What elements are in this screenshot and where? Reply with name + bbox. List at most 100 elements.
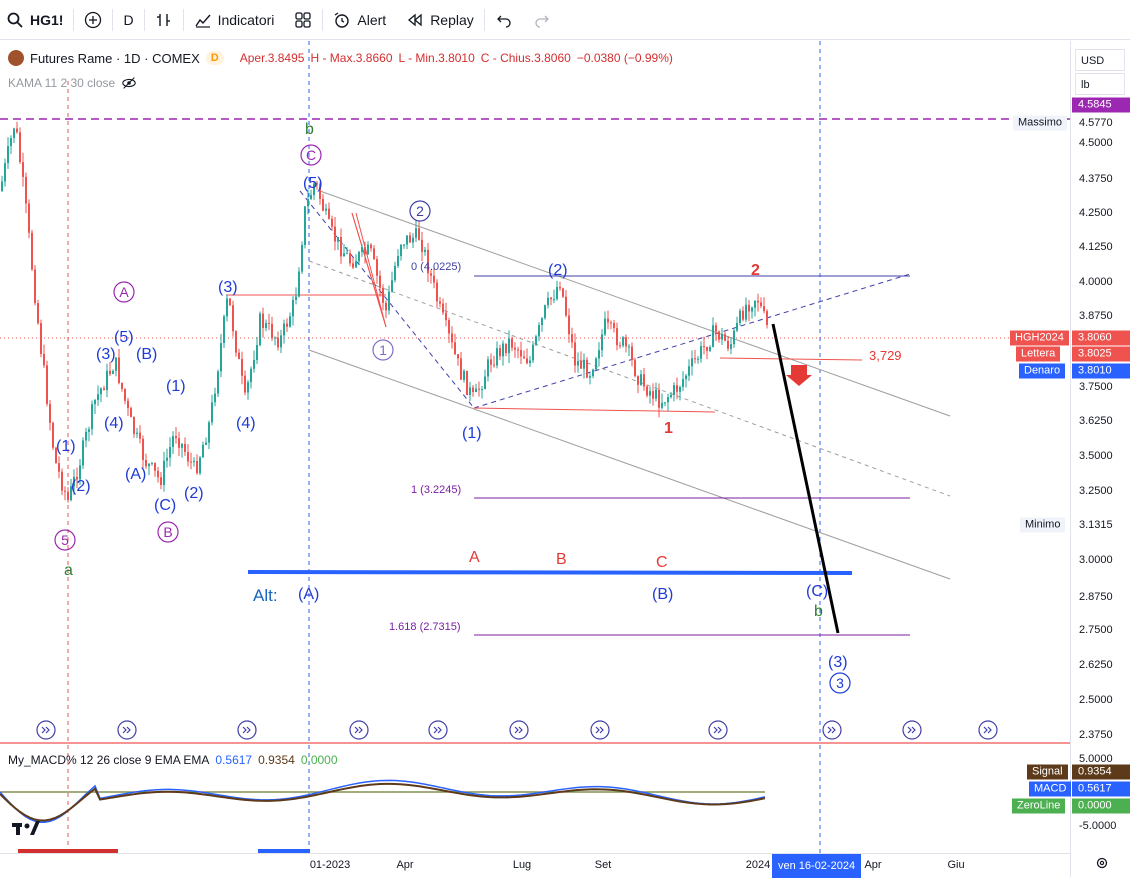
candle-body (718, 331, 720, 340)
candle-body (760, 302, 762, 307)
event-marker-icon[interactable] (237, 720, 257, 740)
candle-body (403, 244, 405, 246)
price-chart[interactable]: 0 (4.0225) 1 (3.2245) 1.618 (2.7315) 3,7… (0, 41, 1070, 853)
candle-body (298, 271, 300, 297)
candle-body (271, 323, 273, 339)
candle-body (427, 249, 429, 274)
candle-body (295, 296, 297, 300)
y-tick: 2.8750 (1079, 591, 1113, 603)
event-marker-icon[interactable] (117, 720, 137, 740)
interval-label: D (123, 11, 134, 28)
candle-body (637, 376, 639, 385)
candle-body (691, 358, 693, 367)
down-arrow-icon (786, 365, 812, 386)
event-marker-glyph (433, 726, 442, 734)
candle-body (409, 235, 411, 243)
layouts-button[interactable] (284, 0, 322, 40)
candle-body (187, 451, 189, 462)
candle-body (706, 346, 708, 351)
candle-body (226, 298, 228, 317)
event-marker-icon[interactable] (902, 720, 922, 740)
kama-label[interactable]: KAMA 11 2 30 close (8, 76, 116, 90)
candle-body (493, 364, 495, 366)
candle-body (568, 315, 570, 335)
candle-body (484, 376, 486, 390)
replay-button[interactable]: Replay (396, 0, 484, 40)
candle-body (310, 195, 312, 200)
candle-body (7, 146, 9, 164)
macd-tag: MACD (1029, 781, 1072, 797)
alert-button[interactable]: Alert (323, 0, 396, 40)
candle-body (175, 436, 177, 439)
indicators-button[interactable]: Indicatori (184, 0, 285, 40)
range-bar-red (18, 849, 118, 853)
settings-gear-icon[interactable] (1095, 856, 1109, 870)
event-marker-icon[interactable] (509, 720, 529, 740)
candle-body (229, 298, 231, 306)
candle-body (748, 304, 750, 312)
price-axis[interactable]: USD lb 4.5845 4.5770 4.5000 4.3750 4.250… (1070, 41, 1130, 877)
interval-badge: D (205, 51, 224, 65)
range-bar-blue (258, 849, 310, 853)
bars-icon (156, 13, 170, 26)
event-marker-icon[interactable] (428, 720, 448, 740)
candle-body (694, 358, 696, 360)
eye-hidden-icon[interactable] (121, 75, 137, 91)
zeroline-tag: ZeroLine (1012, 798, 1066, 814)
chart-type-button[interactable] (145, 0, 183, 40)
candle-body (730, 344, 732, 349)
divider (143, 8, 145, 31)
massimo-value: 4.5770 (1079, 117, 1113, 129)
wave-label-red: A (469, 549, 480, 566)
compare-button[interactable] (74, 0, 112, 40)
indicator-legend: KAMA 11 2 30 close (8, 75, 137, 91)
candle-body (433, 275, 435, 283)
macd-value-3: 0.0000 (300, 753, 338, 767)
y-tick: 3.0000 (1079, 554, 1113, 566)
candle-body (4, 163, 6, 182)
macd-label[interactable]: My_MACD% 12 26 close 9 EMA EMA (8, 753, 210, 767)
candle-body (688, 366, 690, 376)
x-tick: 2024 (745, 859, 771, 871)
interval-button[interactable]: D (113, 0, 143, 40)
candle-body (664, 402, 666, 404)
time-axis[interactable]: 01-2023 Apr Lug Set 2024 Apr Giu ven 16-… (0, 853, 1070, 878)
symbol-search[interactable]: HG1! (0, 0, 73, 40)
series-title[interactable]: Futures Rame · 1D · COMEX (30, 50, 200, 66)
candle-body (172, 436, 174, 447)
event-marker-icon[interactable] (822, 720, 842, 740)
indicators-label: Indicatori (217, 11, 275, 28)
unit-select[interactable]: lb (1075, 73, 1125, 95)
top-toolbar: HG1! D Indicatori Alert Replay (0, 0, 1130, 40)
candle-body (127, 400, 129, 409)
red-diag (351, 212, 387, 328)
candle-body (508, 338, 510, 354)
candle-body (322, 198, 324, 211)
event-marker-icon[interactable] (36, 720, 56, 740)
candle-body (286, 323, 288, 327)
currency-select[interactable]: USD (1075, 49, 1125, 71)
candle-body (73, 476, 75, 487)
candle-body (550, 297, 552, 300)
redo-button[interactable] (523, 0, 561, 40)
event-marker-icon[interactable] (978, 720, 998, 740)
candle-body (619, 345, 621, 347)
candle-body (139, 432, 141, 439)
candle-body (757, 300, 759, 303)
wave-label: (1) (462, 425, 482, 442)
candle-body (190, 461, 192, 463)
undo-button[interactable] (485, 0, 523, 40)
wave-label: (A) (125, 466, 146, 483)
candle-body (547, 297, 549, 306)
candle-body (496, 348, 498, 366)
event-marker-icon[interactable] (708, 720, 728, 740)
event-marker-icon[interactable] (349, 720, 369, 740)
candle-body (253, 359, 255, 369)
candle-body (145, 459, 147, 467)
candle-body (448, 320, 450, 334)
event-marker-icon[interactable] (590, 720, 610, 740)
candle-body (592, 369, 594, 377)
ohlc-high: H - Max.3.8660 (310, 51, 393, 65)
candle-body (472, 387, 474, 393)
candle-body (232, 305, 234, 332)
